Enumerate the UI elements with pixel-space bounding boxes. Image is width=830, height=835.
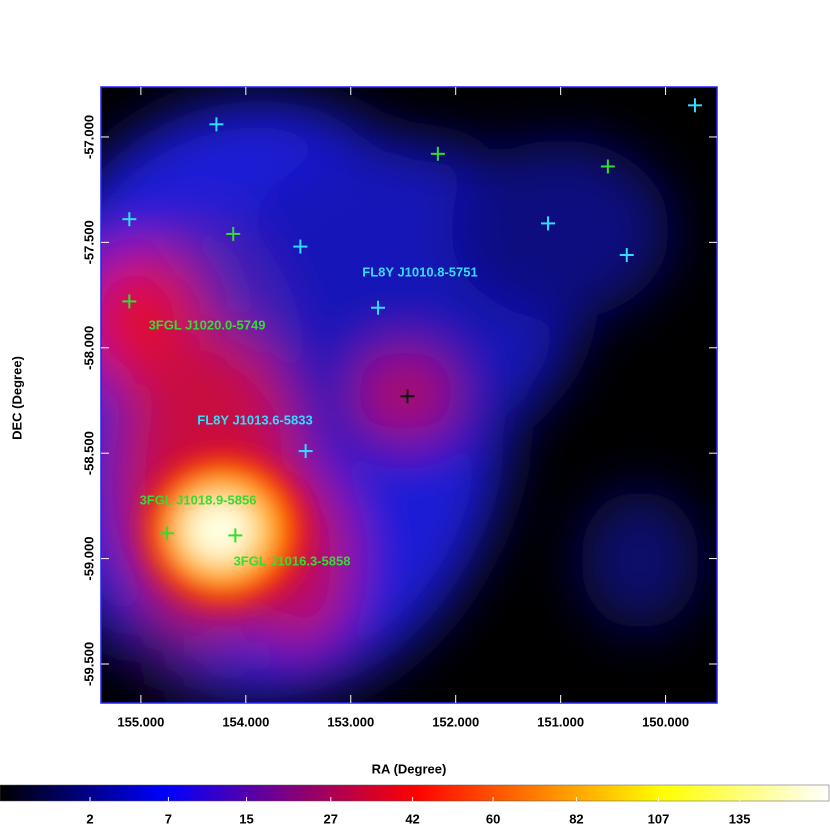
source-marker [226, 226, 241, 241]
source-marker [122, 294, 137, 309]
source-marker [160, 526, 175, 541]
source-marker [209, 117, 224, 132]
source-label: FL8Y J1010.8-5751 [362, 264, 477, 279]
source-marker [371, 300, 386, 315]
colorbar-tick-label: 82 [569, 811, 583, 826]
x-tick-label: 153.000 [327, 714, 374, 729]
source-marker [600, 159, 615, 174]
source-marker [293, 239, 308, 254]
colorbar-tick-label: 107 [648, 811, 670, 826]
y-tick-label: -57.500 [81, 220, 96, 264]
y-tick-label: -58.000 [81, 326, 96, 370]
y-tick-label: -59.500 [81, 642, 96, 686]
source-marker [122, 212, 137, 227]
x-tick-label: 155.000 [117, 714, 164, 729]
y-axis-label: DEC (Degree) [9, 356, 24, 440]
source-label: 3FGL J1016.3-5858 [234, 553, 351, 568]
source-marker [541, 216, 556, 231]
colorbar-tick-label: 42 [405, 811, 419, 826]
x-tick-label: 151.000 [537, 714, 584, 729]
source-marker [400, 389, 415, 404]
y-tick-label: -58.500 [81, 431, 96, 475]
x-tick-label: 152.000 [432, 714, 479, 729]
source-marker [430, 146, 445, 161]
colorbar-tick-label: 2 [86, 811, 93, 826]
source-label: FL8Y J1013.6-5833 [197, 412, 312, 427]
x-axis-label: RA (Degree) [372, 761, 447, 776]
source-label: 3FGL J1020.0-5749 [149, 317, 266, 332]
source-marker [687, 98, 702, 113]
colorbar-tick-label: 135 [729, 811, 751, 826]
colorbar-tick-label: 60 [486, 811, 500, 826]
colorbar-tick-label: 27 [324, 811, 338, 826]
colorbar-tick-label: 7 [165, 811, 172, 826]
x-tick-label: 154.000 [222, 714, 269, 729]
colorbar-tick-label: 15 [239, 811, 253, 826]
y-tick-label: -59.000 [81, 537, 96, 581]
source-label: 3FGL J1018.9-5856 [140, 492, 257, 507]
colorbar [0, 784, 830, 802]
source-marker [619, 248, 634, 263]
source-marker [228, 528, 243, 543]
source-marker [298, 444, 313, 459]
heatmap-image [101, 87, 717, 703]
x-tick-label: 150.000 [642, 714, 689, 729]
y-tick-label: -57.000 [81, 115, 96, 159]
plot-frame [100, 86, 718, 704]
